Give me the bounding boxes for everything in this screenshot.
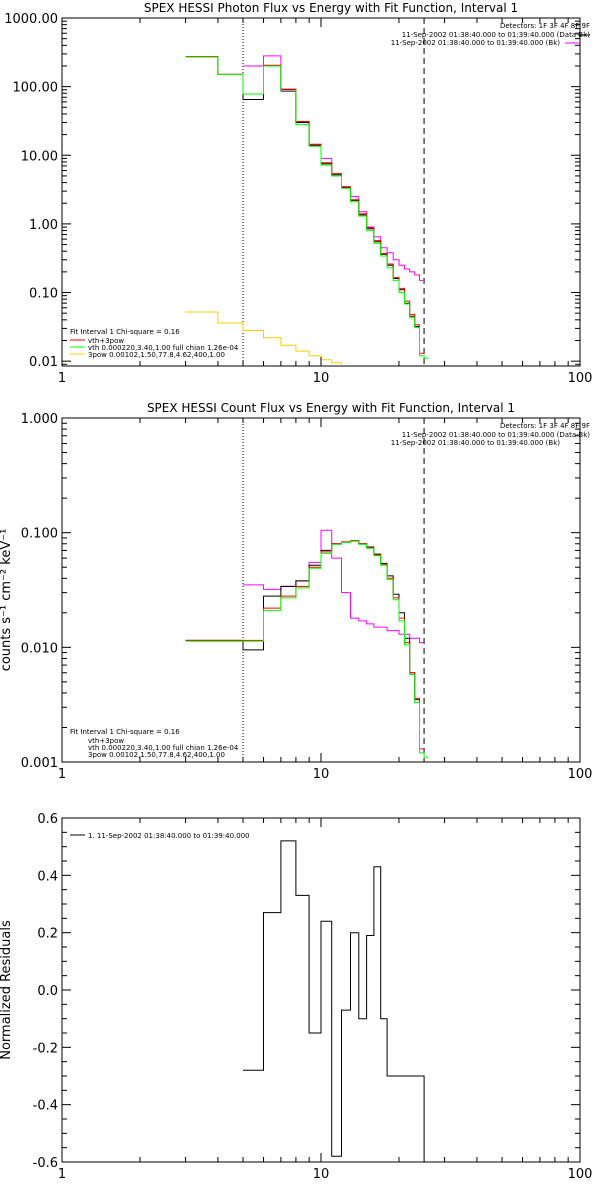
residuals-panel: Normalized Residuals 1. 11-Sep-2002 01:3… [0,812,592,1182]
legend-label-red: vth+3pow [88,737,124,745]
y-tick-label: 0.001 [21,756,58,771]
y-tick-label: 0.0 [37,984,58,999]
y-tick-label: 1000.00 [4,12,58,27]
photon-flux-panel: SPEX HESSI Photon Flux vs Energy with Fi… [4,1,592,386]
y-axis-label: Normalized Residuals [0,920,14,1060]
data-series-4 [185,311,342,365]
x-tick-label: 100 [568,1167,593,1182]
header-line-data-bk: 11-Sep-2002 01:38:40.000 to 01:39:40.000… [402,431,591,439]
y-tick-label: 0.2 [37,927,58,942]
x-tick-label: 1 [58,767,66,782]
y-tick-label: 100.00 [13,81,59,96]
y-tick-label: 0.4 [37,869,58,884]
count-flux-panel: SPEX HESSI Count Flux vs Energy with Fit… [0,34,593,782]
series-group [243,840,425,1162]
chart-title: SPEX HESSI Photon Flux vs Energy with Fi… [144,1,518,15]
x-tick-label: 100 [568,767,593,782]
y-axis-label: counts s⁻¹ cm⁻² keV⁻¹ [0,529,14,672]
x-tick-label: 10 [313,371,330,386]
x-tick-label: 100 [568,371,593,386]
data-series-0 [243,840,425,1162]
y-tick-label: 0.100 [21,527,58,542]
y-tick-label: 0.01 [29,355,58,370]
legend: Fit Interval 1 Chi-square = 0.16 vth+3po… [70,728,239,759]
header-line-data-bk: 11-Sep-2002 01:38:40.000 to 01:39:40.000… [402,31,591,39]
y-tick-label: 0.10 [29,287,58,302]
header-line-bk: 11-Sep-2002 01:38:40.000 to 01:39:40.000… [391,439,561,447]
header-line-bk: 11-Sep-2002 01:38:40.000 to 01:39:40.000… [391,39,561,47]
x-tick-label: 1 [58,1167,66,1182]
legend-label-red: vth+3pow [88,337,124,345]
data-series-3 [185,540,429,758]
legend-label-yellow: 3pow 0.00102,1.50,77.8,4.62,400,1.00 [88,751,225,759]
legend-label-green: vth 0.000220,3.40,1.00 full chian 1.26e-… [88,344,239,352]
y-tick-label: 0.010 [21,641,58,656]
legend-label-yellow: 3pow 0.00102,1.50,77.8,4.62,400,1.00 [88,351,225,359]
series-group [185,529,429,758]
header-line-detectors: Detectors: 1F 3F 4F 8F 9F [500,422,590,430]
legend-label-interval: 1. 11-Sep-2002 01:38:40.000 to 01:39:40.… [88,832,250,840]
y-tick-label: -0.4 [33,1099,58,1114]
legend: 1. 11-Sep-2002 01:38:40.000 to 01:39:40.… [88,832,250,840]
x-tick-label: 10 [313,1167,330,1182]
y-tick-label: -0.2 [33,1041,58,1056]
y-tick-label: -0.6 [33,1156,58,1171]
header-line-detectors: Detectors: 1F 3F 4F 8F 9F [500,22,590,30]
y-tick-label: 1.00 [29,218,58,233]
x-tick-label: 10 [313,767,330,782]
y-tick-label: 10.00 [21,149,58,164]
legend-title: Fit Interval 1 Chi-square = 0.16 [70,328,180,336]
data-series-2 [185,540,425,750]
y-tick-label: 0.6 [37,812,58,827]
data-series-3 [185,56,429,359]
legend: Fit Interval 1 Chi-square = 0.16 vth+3po… [70,328,239,359]
x-tick-label: 1 [58,371,66,386]
chart-title: SPEX HESSI Count Flux vs Energy with Fit… [147,401,515,415]
detector-header: Detectors: 1F 3F 4F 8F 9F 11-Sep-2002 01… [391,22,591,47]
legend-label-green: vth 0.000220,3.40,1.00 full chian 1.26e-… [88,744,239,752]
detector-header: Detectors: 1F 3F 4F 8F 9F 11-Sep-2002 01… [391,422,591,447]
series-group [185,55,429,365]
legend-title: Fit Interval 1 Chi-square = 0.16 [70,728,180,736]
y-tick-label: 1.000 [21,412,58,427]
